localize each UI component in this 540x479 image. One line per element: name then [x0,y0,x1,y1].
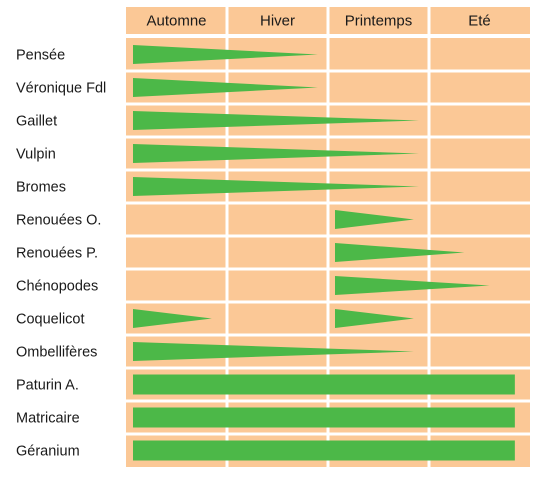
bar-mark [133,407,515,428]
row-separator [126,267,530,271]
column-cell [126,38,226,467]
row-label: Véronique Fdl [16,81,106,97]
column-cell [228,38,327,467]
header-cell [126,7,226,34]
row-label: Paturin A. [16,378,79,394]
row-separator [126,102,530,106]
row-separator [126,432,530,436]
row-separator [126,135,530,139]
wedge-mark [133,177,419,196]
row-label: Bromes [16,180,66,196]
row-label: Pensée [16,48,65,64]
wedge-mark [133,144,419,163]
row-label: Renouées O. [16,213,101,229]
row-separator [126,366,530,370]
header-cell [228,7,327,34]
row-label: Matricaire [16,411,80,427]
row-separator [126,300,530,304]
column-header-label: Automne [146,13,206,30]
row-separator [126,399,530,403]
wedge-mark [133,45,318,64]
row-label: Gaillet [16,114,57,130]
row-label: Coquelicot [16,312,85,328]
column-header-label: Eté [468,13,491,30]
column-header-label: Printemps [345,13,413,30]
wedge-mark [133,309,212,328]
wedge-mark [133,342,414,361]
column-headers: Automne Hiver Printemps Eté [146,13,490,30]
row-labels: Pensée Véronique Fdl Gaillet Vulpin Bromes Re… [16,48,106,460]
wedge-mark [133,78,318,97]
row-label: Géranium [16,444,80,460]
row-separator [126,234,530,238]
row-separator [126,333,530,337]
row-separator [126,201,530,205]
row-label: Vulpin [16,147,56,163]
header-cell [329,7,428,34]
header-cell [430,7,530,34]
row-separator [126,168,530,172]
row-separator [126,69,530,73]
row-label: Ombellifères [16,345,97,361]
chart-marks [133,45,515,461]
wedge-mark [133,111,419,130]
row-label: Chénopodes [16,279,98,295]
bar-mark [133,374,515,395]
wedge-mark [335,243,465,262]
wedge-mark [335,309,414,328]
wedge-mark [335,276,490,295]
grid-cells [126,7,530,467]
row-label: Renouées P. [16,246,98,262]
wedge-mark [335,210,414,229]
bar-mark [133,440,515,461]
column-header-label: Hiver [260,13,295,30]
